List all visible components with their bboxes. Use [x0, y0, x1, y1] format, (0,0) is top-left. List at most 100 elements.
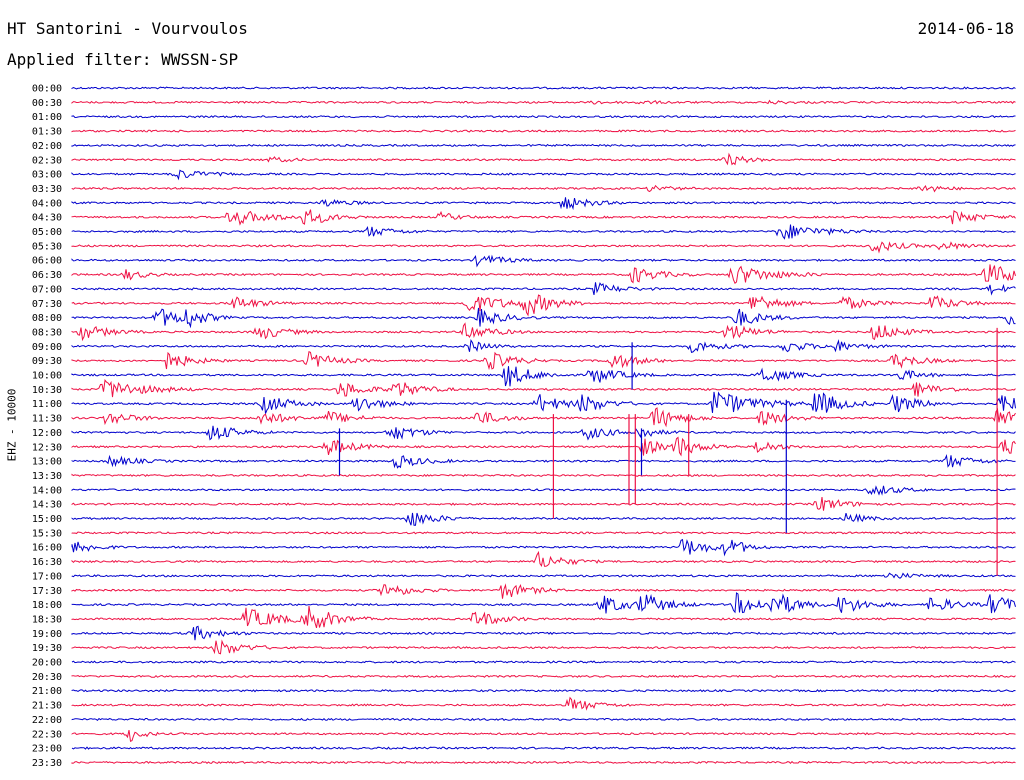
- filter-label: Applied filter: WWSSN-SP: [7, 50, 239, 69]
- trace-0130: [71, 129, 1016, 133]
- time-label-1000: 10:00: [32, 371, 62, 382]
- trace-0900: [71, 338, 1016, 354]
- time-label-0800: 08:00: [32, 313, 62, 324]
- time-label-0930: 09:30: [32, 356, 62, 367]
- time-label-1400: 14:00: [32, 485, 62, 496]
- trace-0100: [71, 115, 1016, 119]
- trace-1800: [71, 592, 1016, 614]
- time-label-0330: 03:30: [32, 184, 62, 195]
- time-label-1530: 15:30: [32, 528, 62, 539]
- trace-0700: [71, 282, 1016, 296]
- time-label-0500: 05:00: [32, 227, 62, 238]
- trace-1030: [71, 378, 1016, 398]
- trace-0500: [71, 224, 1016, 240]
- time-tick-labels: 00:00 00:30 01:00 01:30 02:00 02:30 03:00 03:30…: [32, 84, 62, 769]
- trace-0730: [71, 294, 1016, 317]
- trace-2130: [71, 696, 1016, 711]
- time-label-0230: 02:30: [32, 155, 62, 166]
- time-label-1430: 14:30: [32, 500, 62, 511]
- trace-1400: [71, 485, 1016, 496]
- trace-1630: [71, 550, 1016, 568]
- trace-1000: [71, 366, 1016, 387]
- time-label-0030: 00:30: [32, 98, 62, 109]
- time-label-0100: 01:00: [32, 112, 62, 123]
- trace-1300: [71, 454, 1016, 469]
- trace-2200: [71, 717, 1016, 721]
- trace-1900: [71, 625, 1016, 641]
- time-label-0730: 07:30: [32, 299, 62, 310]
- time-label-0000: 00:00: [32, 84, 62, 95]
- trace-0830: [71, 322, 1016, 342]
- time-label-0130: 01:30: [32, 127, 62, 138]
- time-label-1800: 18:00: [32, 600, 62, 611]
- trace-1700: [71, 572, 1016, 579]
- time-label-0830: 08:30: [32, 327, 62, 338]
- trace-1430: [71, 497, 1016, 511]
- spike-events: [338, 327, 998, 576]
- time-label-1130: 11:30: [32, 414, 62, 425]
- time-label-0300: 03:00: [32, 170, 62, 181]
- time-label-0400: 04:00: [32, 198, 62, 209]
- seismic-traces: [71, 86, 1016, 765]
- trace-0030: [71, 99, 1016, 105]
- trace-1330: [71, 473, 1016, 478]
- trace-0600: [71, 254, 1016, 268]
- time-label-1100: 11:00: [32, 399, 62, 410]
- time-label-1700: 17:00: [32, 571, 62, 582]
- time-label-1300: 13:00: [32, 457, 62, 468]
- time-label-2030: 20:30: [32, 672, 62, 683]
- time-label-1500: 15:00: [32, 514, 62, 525]
- time-label-0430: 04:30: [32, 213, 62, 224]
- trace-2230: [71, 729, 1016, 743]
- time-label-2100: 21:00: [32, 686, 62, 697]
- time-label-1200: 12:00: [32, 428, 62, 439]
- time-label-0530: 05:30: [32, 241, 62, 252]
- trace-0330: [71, 184, 1016, 193]
- time-label-1600: 16:00: [32, 543, 62, 554]
- time-label-1930: 19:30: [32, 643, 62, 654]
- trace-0930: [71, 350, 1016, 371]
- station-title: HT Santorini - Vourvoulos: [7, 19, 248, 38]
- trace-2330: [71, 760, 1016, 765]
- trace-0630: [71, 264, 1016, 284]
- trace-1730: [71, 583, 1016, 599]
- trace-0530: [71, 241, 1016, 254]
- trace-1200: [71, 425, 1016, 441]
- trace-0400: [71, 197, 1016, 211]
- time-label-0200: 02:00: [32, 141, 62, 152]
- time-label-1230: 12:30: [32, 442, 62, 453]
- time-label-2000: 20:00: [32, 658, 62, 669]
- time-label-0600: 06:00: [32, 256, 62, 267]
- trace-0200: [71, 143, 1016, 148]
- trace-1930: [71, 639, 1016, 655]
- time-label-2330: 23:30: [32, 758, 62, 769]
- time-label-1630: 16:30: [32, 557, 62, 568]
- time-label-2130: 21:30: [32, 701, 62, 712]
- time-label-2300: 23:00: [32, 744, 62, 755]
- time-label-1030: 10:30: [32, 385, 62, 396]
- trace-1100: [71, 391, 1016, 414]
- trace-2030: [71, 674, 1016, 678]
- trace-1230: [71, 436, 1016, 457]
- time-label-1730: 17:30: [32, 586, 62, 597]
- trace-0430: [71, 209, 1016, 226]
- trace-0800: [71, 307, 1016, 329]
- date-label: 2014-06-18: [917, 19, 1014, 38]
- time-label-1900: 19:00: [32, 629, 62, 640]
- trace-1830: [71, 606, 1016, 629]
- trace-1500: [71, 512, 1016, 526]
- time-label-1330: 13:30: [32, 471, 62, 482]
- time-label-0700: 07:00: [32, 284, 62, 295]
- trace-1530: [71, 531, 1016, 535]
- time-label-0900: 09:00: [32, 342, 62, 353]
- trace-2300: [71, 746, 1016, 750]
- trace-2100: [71, 689, 1016, 693]
- trace-1600: [71, 538, 1016, 557]
- trace-0300: [71, 169, 1016, 181]
- time-label-2200: 22:00: [32, 715, 62, 726]
- time-label-0630: 06:30: [32, 270, 62, 281]
- time-label-2230: 22:30: [32, 729, 62, 740]
- trace-0000: [71, 86, 1016, 90]
- trace-2000: [71, 660, 1016, 664]
